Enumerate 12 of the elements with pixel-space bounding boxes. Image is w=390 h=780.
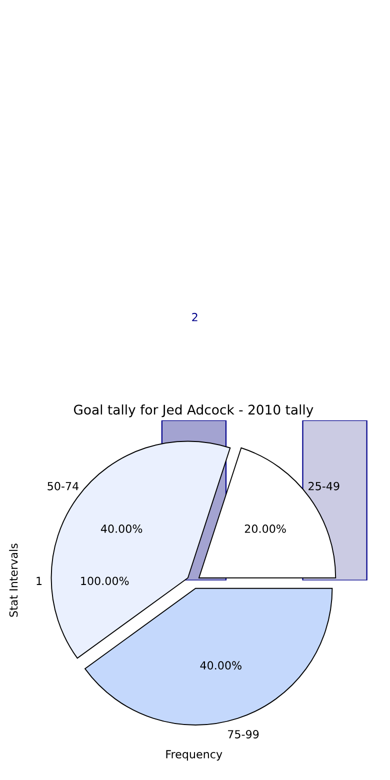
chart-title: Goal tally for Jed Adcock - 2010 tally xyxy=(74,404,314,418)
text: 2 xyxy=(192,312,198,322)
data-label: 40.00% xyxy=(100,524,142,533)
y-axis-title: Stat Intervals xyxy=(9,544,18,617)
slice-label: 50-74 xyxy=(48,482,79,490)
x-axis-title: Frequency xyxy=(166,750,222,761)
annotation: 100.00% xyxy=(81,576,129,586)
slice-label: 25-49 xyxy=(308,482,340,490)
data-label: 40.00% xyxy=(200,661,242,670)
text: 1 xyxy=(36,576,42,585)
slice-label: 75-99 xyxy=(228,730,259,738)
data-label: 20.00% xyxy=(244,524,286,533)
